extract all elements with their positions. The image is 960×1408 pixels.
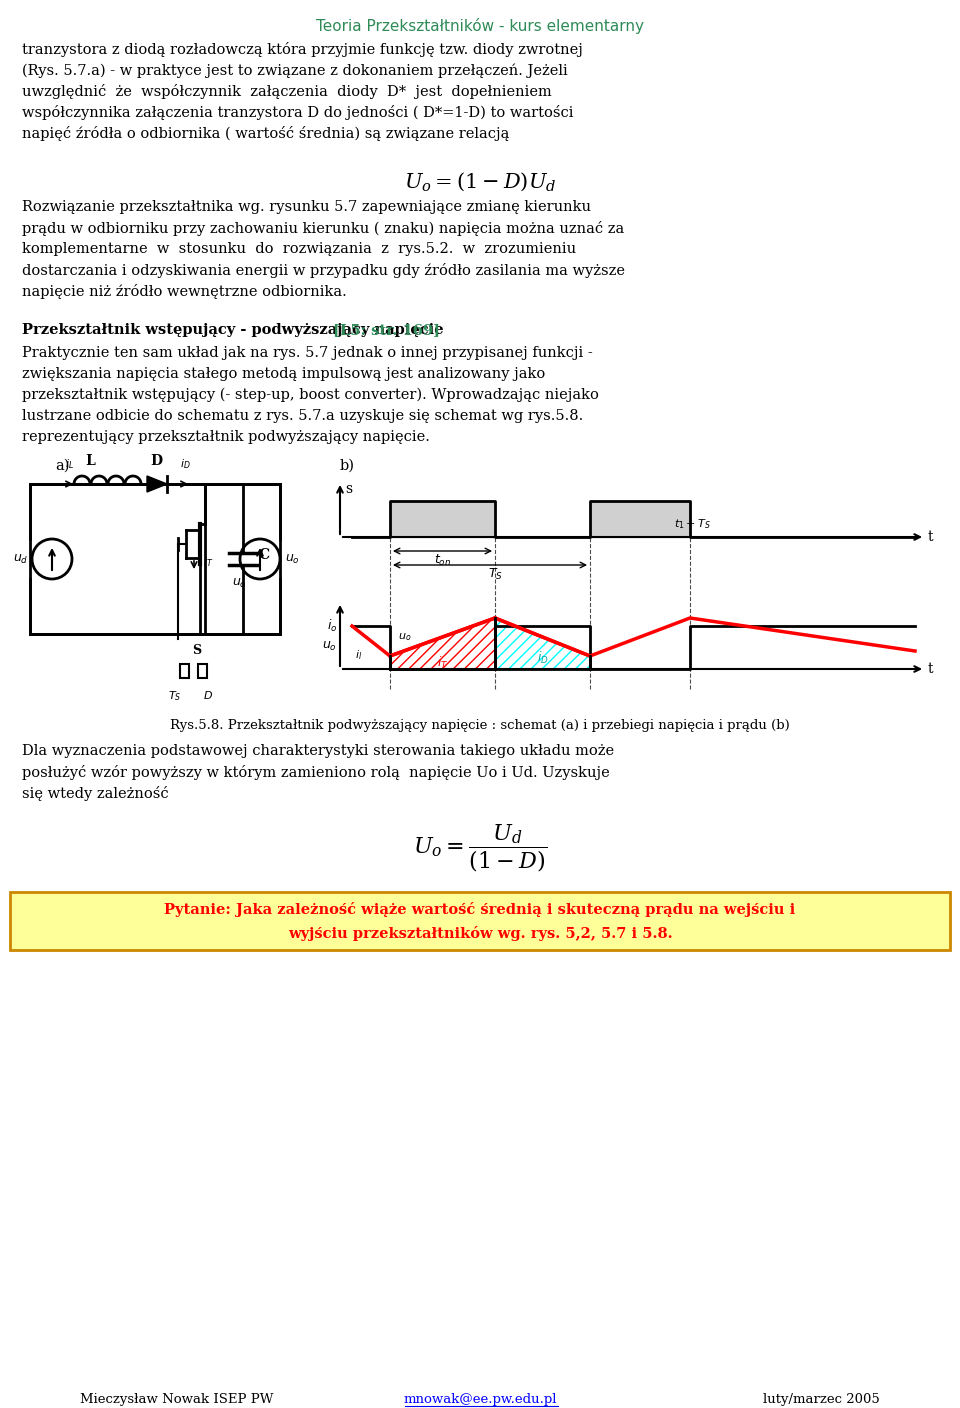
Text: zwiększania napięcia stałego metodą impulsową jest analizowany jako: zwiększania napięcia stałego metodą impu… (22, 367, 545, 382)
Text: napięć źródła o odbiornika ( wartość średnia) są związane relacją: napięć źródła o odbiornika ( wartość śre… (22, 125, 510, 141)
Text: b): b) (340, 459, 355, 473)
Text: wyjściu przekształtników wg. rys. 5,2, 5.7 i 5.8.: wyjściu przekształtników wg. rys. 5,2, 5… (288, 926, 672, 941)
Text: tranzystora z diodą rozładowczą która przyjmie funkcję tzw. diody zwrotnej: tranzystora z diodą rozładowczą która pr… (22, 42, 583, 56)
Text: przekształtnik wstępujący (- step-up, boost converter). Wprowadzając niejako: przekształtnik wstępujący (- step-up, bo… (22, 389, 599, 403)
Text: a): a) (55, 459, 69, 473)
Text: $i_D$: $i_D$ (537, 649, 548, 666)
Bar (180, 665, 189, 679)
Text: $U_o = \dfrac{U_d}{(1-D)}$: $U_o = \dfrac{U_d}{(1-D)}$ (413, 822, 547, 873)
Text: S: S (192, 643, 202, 658)
Text: Rys.5.8. Przekształtnik podwyższający napięcie : schemat (a) i przebiegi napięci: Rys.5.8. Przekształtnik podwyższający na… (170, 719, 790, 732)
Text: luty/marzec 2005: luty/marzec 2005 (763, 1393, 880, 1407)
Text: mnowak@ee.pw.edu.pl: mnowak@ee.pw.edu.pl (403, 1393, 557, 1407)
Text: $u_d$: $u_d$ (13, 552, 29, 566)
Text: $i_L$: $i_L$ (64, 458, 74, 472)
Text: napięcie niż źródło wewnętrzne odbiornika.: napięcie niż źródło wewnętrzne odbiornik… (22, 284, 347, 298)
Text: $u_o$: $u_o$ (285, 552, 300, 566)
Text: Przekształtnik wstępujący - podwyższający napięcie: Przekształtnik wstępujący - podwyższając… (22, 322, 448, 337)
Text: się wtedy zależność: się wtedy zależność (22, 786, 169, 801)
Text: $i_o$: $i_o$ (326, 618, 337, 634)
Text: $T_S$: $T_S$ (168, 689, 181, 703)
Polygon shape (495, 618, 590, 669)
Polygon shape (147, 476, 167, 491)
FancyBboxPatch shape (10, 893, 950, 950)
Text: reprezentujący przekształtnik podwyższający napięcie.: reprezentujący przekształtnik podwyższaj… (22, 429, 430, 444)
Text: [L5: str. 169]: [L5: str. 169] (333, 322, 440, 337)
Text: t: t (928, 529, 933, 543)
Text: komplementarne  w  stosunku  do  rozwiązania  z  rys.5.2.  w  zrozumieniu: komplementarne w stosunku do rozwiązania… (22, 242, 576, 256)
Text: (Rys. 5.7.a) - w praktyce jest to związane z dokonaniem przełączeń. Jeżeli: (Rys. 5.7.a) - w praktyce jest to związa… (22, 63, 567, 77)
Text: L: L (85, 453, 95, 467)
Text: Praktycznie ten sam układ jak na rys. 5.7 jednak o innej przypisanej funkcji -: Praktycznie ten sam układ jak na rys. 5.… (22, 346, 592, 360)
Text: $t_1+T_S$: $t_1+T_S$ (674, 517, 710, 531)
Text: D: D (150, 453, 162, 467)
Text: posłużyć wzór powyższy w którym zamieniono rolą  napięcie Uo i Ud. Uzyskuje: posłużyć wzór powyższy w którym zamienio… (22, 765, 610, 780)
Text: $i_l$: $i_l$ (355, 648, 362, 662)
Text: $u_o$: $u_o$ (398, 631, 412, 643)
Text: s: s (345, 482, 352, 496)
Text: $t_{on}$: $t_{on}$ (434, 553, 451, 567)
Text: C: C (258, 548, 270, 562)
Text: $D$: $D$ (203, 689, 213, 701)
Text: lustrzane odbicie do schematu z rys. 5.7.a uzyskuje się schemat wg rys.5.8.: lustrzane odbicie do schematu z rys. 5.7… (22, 408, 584, 422)
Bar (198, 665, 207, 679)
Text: prądu w odbiorniku przy zachowaniu kierunku ( znaku) napięcia można uznać za: prądu w odbiorniku przy zachowaniu kieru… (22, 221, 624, 237)
Text: t: t (928, 662, 933, 676)
Text: dostarczania i odzyskiwania energii w przypadku gdy źródło zasilania ma wyższe: dostarczania i odzyskiwania energii w pr… (22, 263, 625, 277)
Text: uwzględnić  że  współczynnik  załączenia  diody  D*  jest  dopełnieniem: uwzględnić że współczynnik załączenia di… (22, 84, 552, 99)
Text: $i_D$: $i_D$ (180, 458, 190, 472)
Text: Pytanie: Jaka zależność wiąże wartość średnią i skuteczną prądu na wejściu i: Pytanie: Jaka zależność wiąże wartość śr… (164, 903, 796, 917)
Polygon shape (390, 618, 495, 669)
Text: $u_o$: $u_o$ (323, 639, 337, 652)
Text: $u_o$: $u_o$ (232, 577, 247, 590)
Text: Teoria Przekształtników - kurs elementarny: Teoria Przekształtników - kurs elementar… (316, 18, 644, 34)
Text: Mieczysław Nowak ISEP PW: Mieczysław Nowak ISEP PW (80, 1393, 274, 1407)
Text: $i_T$: $i_T$ (437, 655, 448, 670)
Text: współczynnika załączenia tranzystora D do jedności ( D*=1-D) to wartości: współczynnika załączenia tranzystora D d… (22, 106, 573, 120)
Text: Rozwiązanie przekształtnika wg. rysunku 5.7 zapewniające zmianę kierunku: Rozwiązanie przekształtnika wg. rysunku … (22, 200, 591, 214)
Text: Dla wyznaczenia podstawowej charakterystyki sterowania takiego układu może: Dla wyznaczenia podstawowej charakteryst… (22, 743, 614, 758)
Text: $i_T$: $i_T$ (203, 555, 213, 569)
Text: $U_o = (1 - D)U_d$: $U_o = (1 - D)U_d$ (404, 170, 556, 193)
Text: $T_S$: $T_S$ (488, 567, 502, 582)
